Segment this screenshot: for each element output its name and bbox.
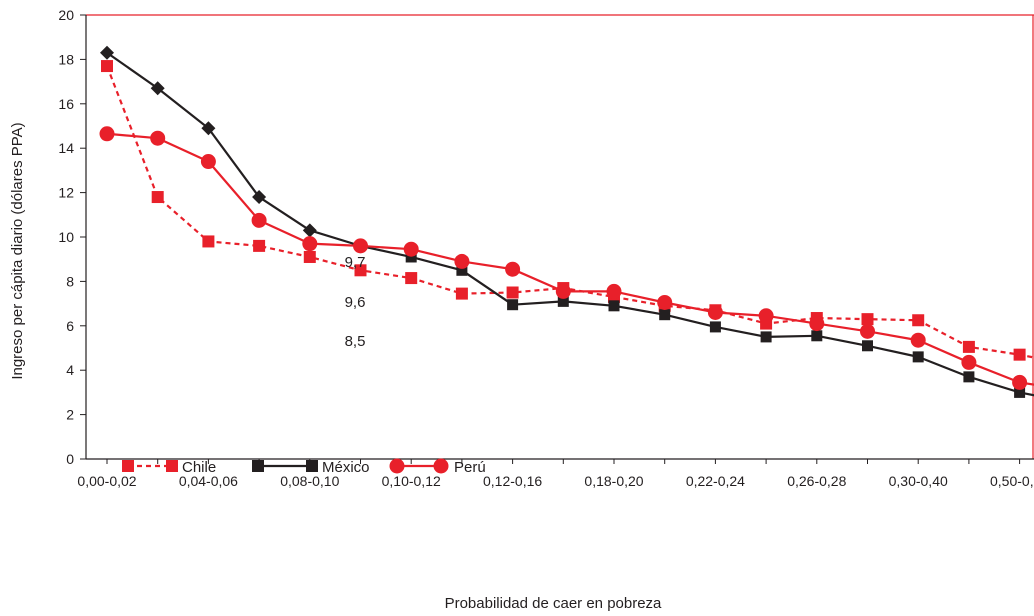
chile-point	[1013, 348, 1026, 361]
legend-marker-chile	[122, 460, 134, 472]
chile-point	[912, 314, 925, 327]
x-tick-label: 0,12-0,16	[483, 473, 542, 489]
y-tick-label: 16	[58, 96, 74, 112]
y-tick-label: 0	[66, 451, 74, 467]
peru-point	[606, 283, 622, 299]
x-tick-label: 0,30-0,40	[889, 473, 948, 489]
chile-point	[861, 313, 874, 326]
annotation-peru-value: 9,6	[345, 294, 366, 311]
series-line-1	[106, 51, 1034, 397]
x-tick-label: 0,00-0,02	[77, 473, 136, 489]
mexico-point	[760, 331, 772, 343]
peru-point	[707, 304, 723, 320]
mexico-point	[302, 223, 317, 238]
y-tick-label: 14	[58, 140, 74, 156]
peru-point	[403, 241, 419, 257]
x-tick-label: 0,10-0,12	[382, 473, 441, 489]
chile-point	[506, 286, 519, 299]
y-tick-label: 12	[58, 185, 74, 201]
x-tick-label: 0,18-0,20	[584, 473, 643, 489]
peru-point	[99, 126, 115, 142]
peru-point	[150, 130, 166, 146]
y-tick-label: 20	[58, 7, 74, 23]
mexico-point	[811, 330, 823, 342]
legend-marker-chile	[166, 460, 178, 472]
y-tick-label: 4	[66, 362, 74, 378]
chile-point	[151, 191, 164, 204]
annotation-chile-value: 8,5	[345, 333, 366, 350]
legend-marker-mexico	[252, 460, 264, 472]
legend-label-mexico: México	[322, 459, 370, 476]
mexico-point	[201, 121, 216, 136]
x-tick-label: 0,50-0,60	[990, 473, 1034, 489]
peru-point	[657, 294, 673, 310]
peru-point	[910, 332, 926, 348]
legend: Chile México Perú	[122, 458, 486, 476]
y-tick-label: 18	[58, 51, 74, 67]
y-tick-label: 8	[66, 273, 74, 289]
peru-point	[302, 236, 318, 252]
mexico-point	[709, 321, 721, 333]
peru-point	[961, 354, 977, 370]
chile-point	[962, 340, 975, 353]
peru-point	[860, 323, 875, 339]
peru-point	[454, 253, 470, 269]
chile-point	[202, 235, 215, 248]
series-line-0	[105, 65, 1034, 359]
peru-point	[251, 212, 267, 228]
mexico-point	[1014, 386, 1026, 398]
mexico-point	[659, 309, 671, 321]
mexico-point	[100, 45, 114, 60]
y-tick-label: 10	[58, 229, 74, 245]
x-tick-label: 0,08-0,10	[280, 473, 339, 489]
x-tick-label: 0,22-0,24	[686, 473, 745, 489]
y-tick-label: 2	[66, 407, 74, 423]
legend-marker-peru	[433, 458, 449, 474]
peru-point	[555, 283, 571, 299]
chile-point	[455, 287, 468, 300]
chile-point	[405, 272, 418, 285]
mexico-point	[405, 251, 417, 263]
mexico-point	[507, 299, 519, 311]
mexico-point	[557, 295, 569, 307]
chile-point	[101, 60, 113, 73]
series-line-2	[106, 132, 1034, 386]
peru-point	[353, 238, 368, 254]
mexico-point	[608, 300, 620, 312]
legend-label-chile: Chile	[182, 459, 216, 476]
mexico-point	[912, 351, 924, 363]
x-axis-title: Probabilidad de caer en pobreza	[445, 595, 662, 612]
mexico-point	[963, 371, 975, 383]
peru-point	[200, 154, 216, 170]
chile-point	[354, 264, 367, 277]
mexico-point	[252, 190, 267, 205]
annotation-mexico-value: 9,7	[345, 254, 366, 271]
chile-point	[253, 239, 266, 252]
mexico-point	[862, 340, 873, 352]
legend-marker-peru	[389, 458, 405, 474]
mexico-point	[150, 81, 165, 96]
peru-point	[809, 316, 825, 332]
y-axis-title: Ingreso per cápita diario (dólares PPA)	[9, 122, 26, 379]
y-tick-label: 6	[66, 318, 74, 334]
mexico-point	[456, 264, 468, 276]
x-tick-label: 0,26-0,28	[787, 473, 846, 489]
peru-point	[505, 261, 521, 277]
legend-marker-mexico	[306, 460, 318, 472]
x-tick-label: 0,04-0,06	[179, 473, 238, 489]
peru-point	[1012, 374, 1028, 390]
legend-label-peru: Perú	[454, 459, 486, 476]
peru-point	[758, 308, 774, 324]
chile-point	[303, 250, 316, 263]
